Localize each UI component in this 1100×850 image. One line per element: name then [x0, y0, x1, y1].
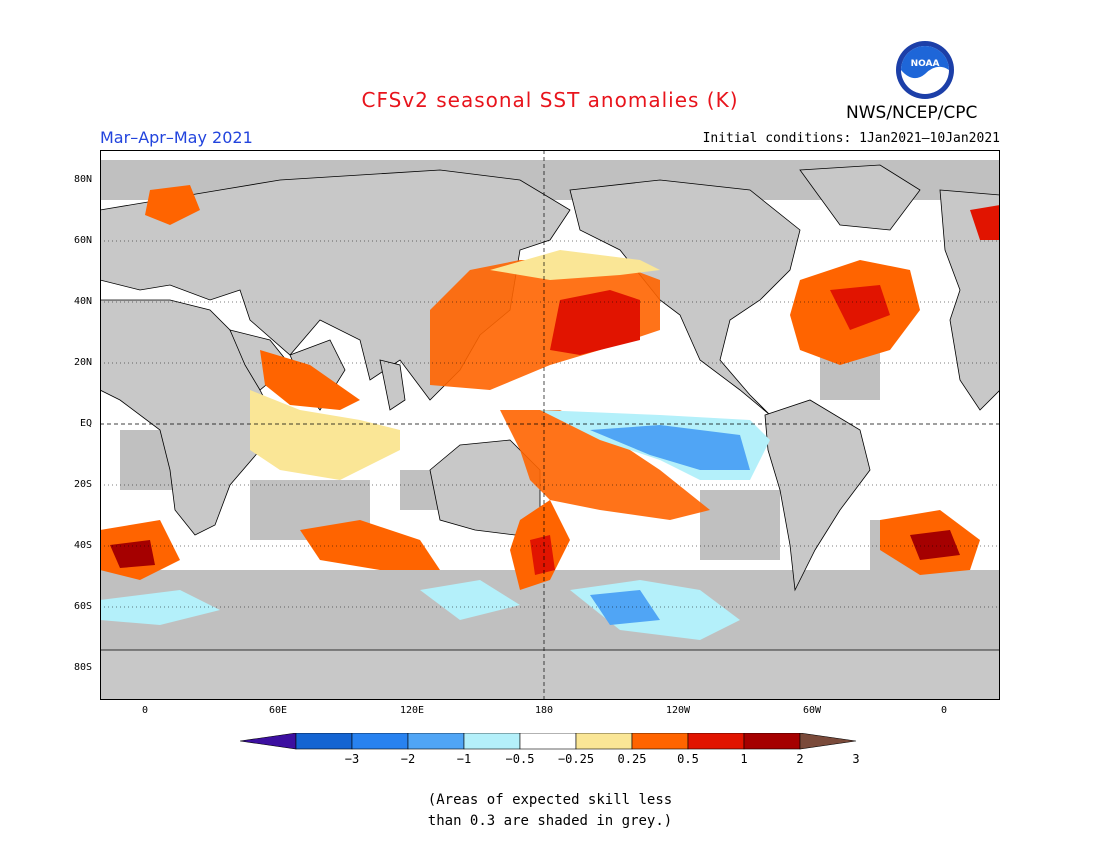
- colorbar-label: −1: [456, 752, 472, 766]
- lat-label-80n: 80N: [73, 174, 92, 185]
- colorbar-label: 0.25: [617, 752, 647, 766]
- skill-note: (Areas of expected skill less than 0.3 a…: [0, 790, 1100, 832]
- colorbar-cell-9: [743, 733, 801, 750]
- lon-label-60w: 60W: [802, 705, 822, 716]
- colorbar-label: 2: [796, 752, 804, 766]
- logo-text: NOAA: [911, 59, 940, 69]
- lon-label-180: 180: [534, 705, 554, 716]
- colorbar-label: −3: [344, 752, 360, 766]
- lon-label-120w: 120W: [665, 705, 691, 716]
- colorbar-label: 1: [740, 752, 748, 766]
- colorbar-cell-7: [631, 733, 689, 750]
- skill-note-line-2: than 0.3 are shaded in grey.): [427, 813, 673, 829]
- colorbar-cell-6: [575, 733, 633, 750]
- lon-label-0: 0: [141, 705, 149, 716]
- colorbar-cell-5: [519, 733, 577, 750]
- colorbar-cell-2: [351, 733, 409, 750]
- skill-note-line-1: (Areas of expected skill less: [427, 792, 673, 808]
- warm-anomalies: [100, 185, 1000, 625]
- sst-anomaly-map: [100, 150, 1000, 700]
- lon-label-60e: 60E: [268, 705, 288, 716]
- lat-label-80s: 80S: [73, 662, 92, 673]
- lat-label-60n: 60N: [73, 235, 92, 246]
- colorbar-label: 0.5: [677, 752, 699, 766]
- lon-label-120e: 120E: [399, 705, 425, 716]
- season-label: Mar–Apr–May 2021: [100, 128, 253, 147]
- initial-conditions: Initial conditions: 1Jan2021–10Jan2021: [702, 131, 1000, 146]
- map-gridlines: [100, 150, 1000, 700]
- colorbar-cell-1: [295, 733, 353, 750]
- colorbar-cell-3: [407, 733, 465, 750]
- lat-label-20s: 20S: [73, 479, 92, 490]
- colorbar: [240, 733, 857, 750]
- map-title: CFSv2 seasonal SST anomalies (K): [361, 88, 739, 112]
- lat-label-40s: 40S: [73, 540, 92, 551]
- colorbar-label: −0.25: [557, 752, 595, 766]
- lon-label-0-right: 0: [940, 705, 948, 716]
- colorbar-cell-10: [799, 733, 857, 750]
- colorbar-cell-8: [687, 733, 745, 750]
- colorbar-label: 3: [852, 752, 860, 766]
- colorbar-label: −2: [400, 752, 416, 766]
- lat-label-20n: 20N: [73, 357, 92, 368]
- cool-anomalies: [100, 410, 770, 640]
- colorbar-cell-4: [463, 733, 521, 750]
- lat-label-40n: 40N: [73, 296, 92, 307]
- noaa-logo: NOAA: [896, 41, 954, 99]
- colorbar-cell-0: [240, 733, 297, 750]
- agency-label: NWS/NCEP/CPC: [846, 103, 978, 123]
- colorbar-label: −0.5: [505, 752, 535, 766]
- lat-label-eq: EQ: [79, 418, 92, 429]
- lat-label-60s: 60S: [73, 601, 92, 612]
